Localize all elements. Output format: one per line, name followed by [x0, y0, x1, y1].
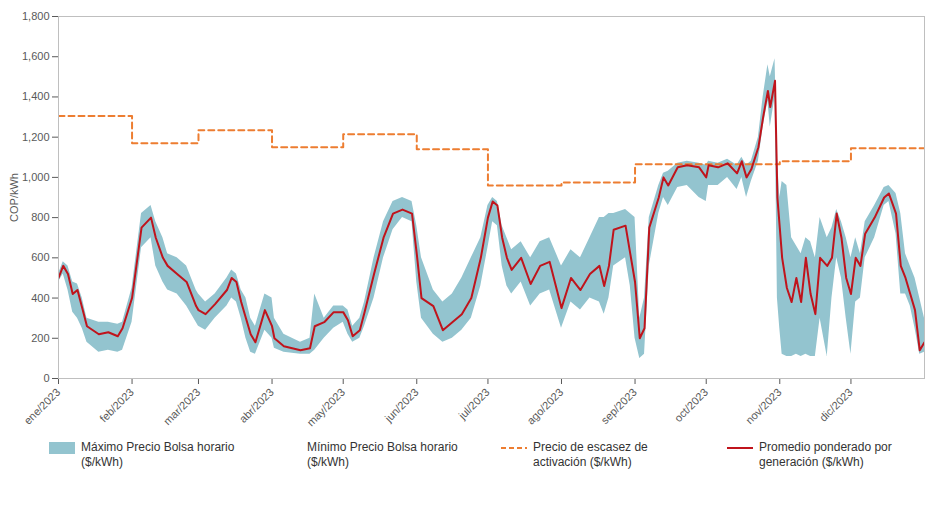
- svg-text:1,800: 1,800: [22, 10, 50, 22]
- svg-text:0: 0: [43, 372, 49, 384]
- svg-text:800: 800: [31, 211, 49, 223]
- svg-text:ene/2023: ene/2023: [21, 386, 62, 427]
- svg-text:600: 600: [31, 251, 49, 263]
- svg-text:sep/2023: sep/2023: [598, 386, 638, 426]
- svg-text:feb/2023: feb/2023: [97, 386, 136, 425]
- html-text:Mínimo Precio Bolsa horario ($: Mínimo Precio Bolsa horario ($/kWh): [307, 440, 458, 469]
- svg-text:COP/kWh: COP/kWh: [8, 173, 20, 222]
- svg-text:dic/2023: dic/2023: [817, 386, 855, 424]
- html-text:Promedio ponderado por generac: Promedio ponderado por generación ($/kWh…: [759, 440, 892, 469]
- svg-text:jul/2023: jul/2023: [455, 386, 491, 422]
- svg-text:may/2023: may/2023: [304, 386, 347, 429]
- html-text:Precio de escasez de activació: Precio de escasez de activación ($/kWh): [533, 440, 648, 469]
- svg-text:400: 400: [31, 292, 49, 304]
- svg-text:1,400: 1,400: [22, 90, 50, 102]
- svg-text:oct/2023: oct/2023: [672, 386, 710, 424]
- svg-text:ago/2023: ago/2023: [524, 386, 565, 427]
- svg-text:abr/2023: abr/2023: [237, 386, 276, 425]
- svg-text:1,600: 1,600: [22, 50, 50, 62]
- svg-text:1,000: 1,000: [22, 171, 50, 183]
- svg-text:200: 200: [31, 332, 49, 344]
- svg-text:jun/2023: jun/2023: [382, 386, 421, 425]
- svg-text:mar/2023: mar/2023: [161, 386, 202, 427]
- html-text:Máximo Precio Bolsa horario ($: Máximo Precio Bolsa horario ($/kWh): [81, 440, 235, 469]
- svg-text:nov/2023: nov/2023: [743, 386, 783, 426]
- svg-text:1,200: 1,200: [22, 131, 50, 143]
